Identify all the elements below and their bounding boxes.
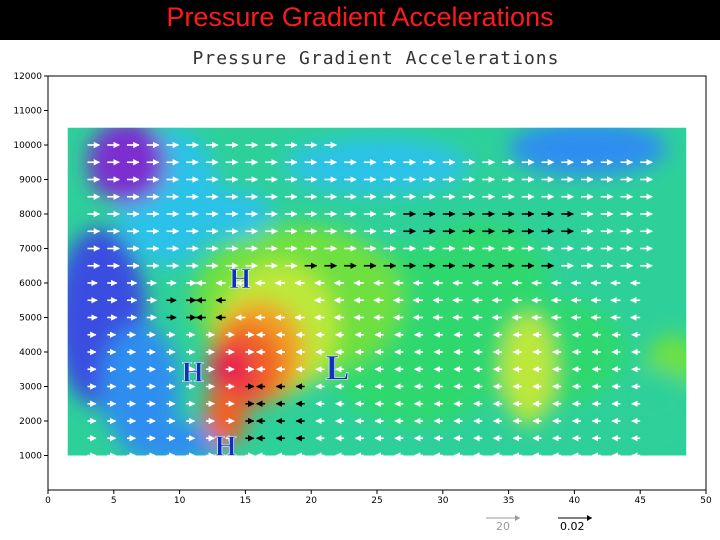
y-tick-label: 12000 [13, 72, 42, 82]
contour-region [87, 127, 167, 204]
contour-region [508, 127, 667, 177]
y-tick-label: 8000 [19, 210, 42, 220]
slide-header [0, 0, 720, 40]
x-tick-label: 40 [569, 496, 581, 506]
x-tick-label: 45 [634, 496, 645, 506]
slide-title: Pressure Gradient Accelerations [166, 2, 554, 32]
vector-legend: 20 0.02 [486, 515, 592, 533]
y-tick-label: 6000 [19, 279, 42, 289]
y-axis: 1000 2000 3000 4000 5000 6000 7000 8000 9000 1000… [13, 72, 48, 462]
annotations: H H L H [182, 264, 350, 463]
y-tick-label: 5000 [19, 314, 42, 324]
y-tick-label: 10000 [13, 141, 42, 151]
x-tick-label: 5 [111, 496, 117, 506]
y-tick-label: 9000 [19, 176, 42, 186]
x-tick-label: 50 [700, 496, 712, 506]
contour-region [613, 369, 687, 432]
contour-region [100, 324, 180, 449]
vector-arrows [87, 141, 653, 459]
legend-arrowhead [515, 515, 520, 521]
y-tick-label: 4000 [19, 348, 42, 358]
x-tick-label: 30 [437, 496, 449, 506]
legend-arrowhead [587, 515, 592, 521]
y-tick-label: 2000 [19, 417, 42, 427]
annotation-label: H [215, 432, 237, 463]
contour-region [502, 314, 555, 425]
x-tick-label: 20 [305, 496, 317, 506]
x-tick-label: 15 [240, 496, 251, 506]
x-tick-label: 10 [174, 496, 186, 506]
y-tick-label: 7000 [19, 245, 42, 255]
legend-label: 20 [496, 520, 510, 533]
x-tick-label: 25 [371, 496, 382, 506]
annotation-label: H [182, 357, 204, 388]
chart-title: Pressure Gradient Accelerations [193, 48, 560, 69]
x-tick-label: 35 [503, 496, 514, 506]
x-axis: 0 5 10 15 20 25 30 35 40 45 50 [45, 490, 712, 506]
x-tick-label: 0 [45, 496, 51, 506]
y-tick-label: 1000 [19, 452, 42, 462]
y-tick-label: 3000 [19, 383, 42, 393]
legend-label: 0.02 [560, 520, 585, 533]
contour-region [284, 138, 470, 194]
contour-region [204, 383, 247, 446]
y-tick-label: 11000 [13, 107, 42, 117]
annotation-label: L [326, 348, 350, 388]
contour-field [67, 127, 687, 456]
annotation-label: H [229, 264, 251, 295]
